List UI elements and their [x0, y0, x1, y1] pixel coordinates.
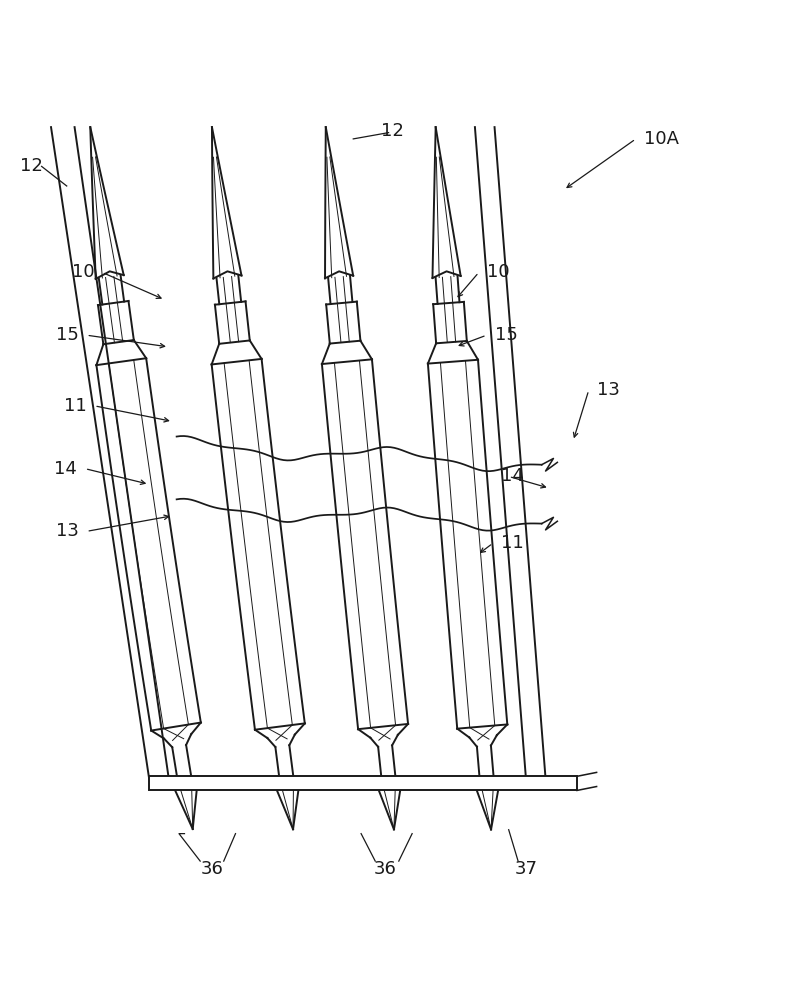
Bar [149, 776, 577, 790]
Text: 12: 12 [20, 157, 43, 175]
Text: 14: 14 [501, 467, 524, 485]
Text: 11: 11 [501, 534, 524, 552]
Text: 10A: 10A [644, 130, 679, 148]
Text: 11: 11 [64, 397, 86, 415]
Text: 37: 37 [514, 860, 538, 878]
Text: 15: 15 [56, 326, 78, 344]
Text: 36: 36 [373, 860, 396, 878]
Text: 13: 13 [597, 381, 619, 399]
Text: 10: 10 [487, 263, 509, 281]
Text: 13: 13 [56, 522, 78, 540]
Text: 10: 10 [71, 263, 94, 281]
Text: 36: 36 [200, 860, 224, 878]
Text: 12: 12 [381, 122, 404, 140]
Text: 14: 14 [54, 460, 77, 478]
Text: 15: 15 [495, 326, 517, 344]
